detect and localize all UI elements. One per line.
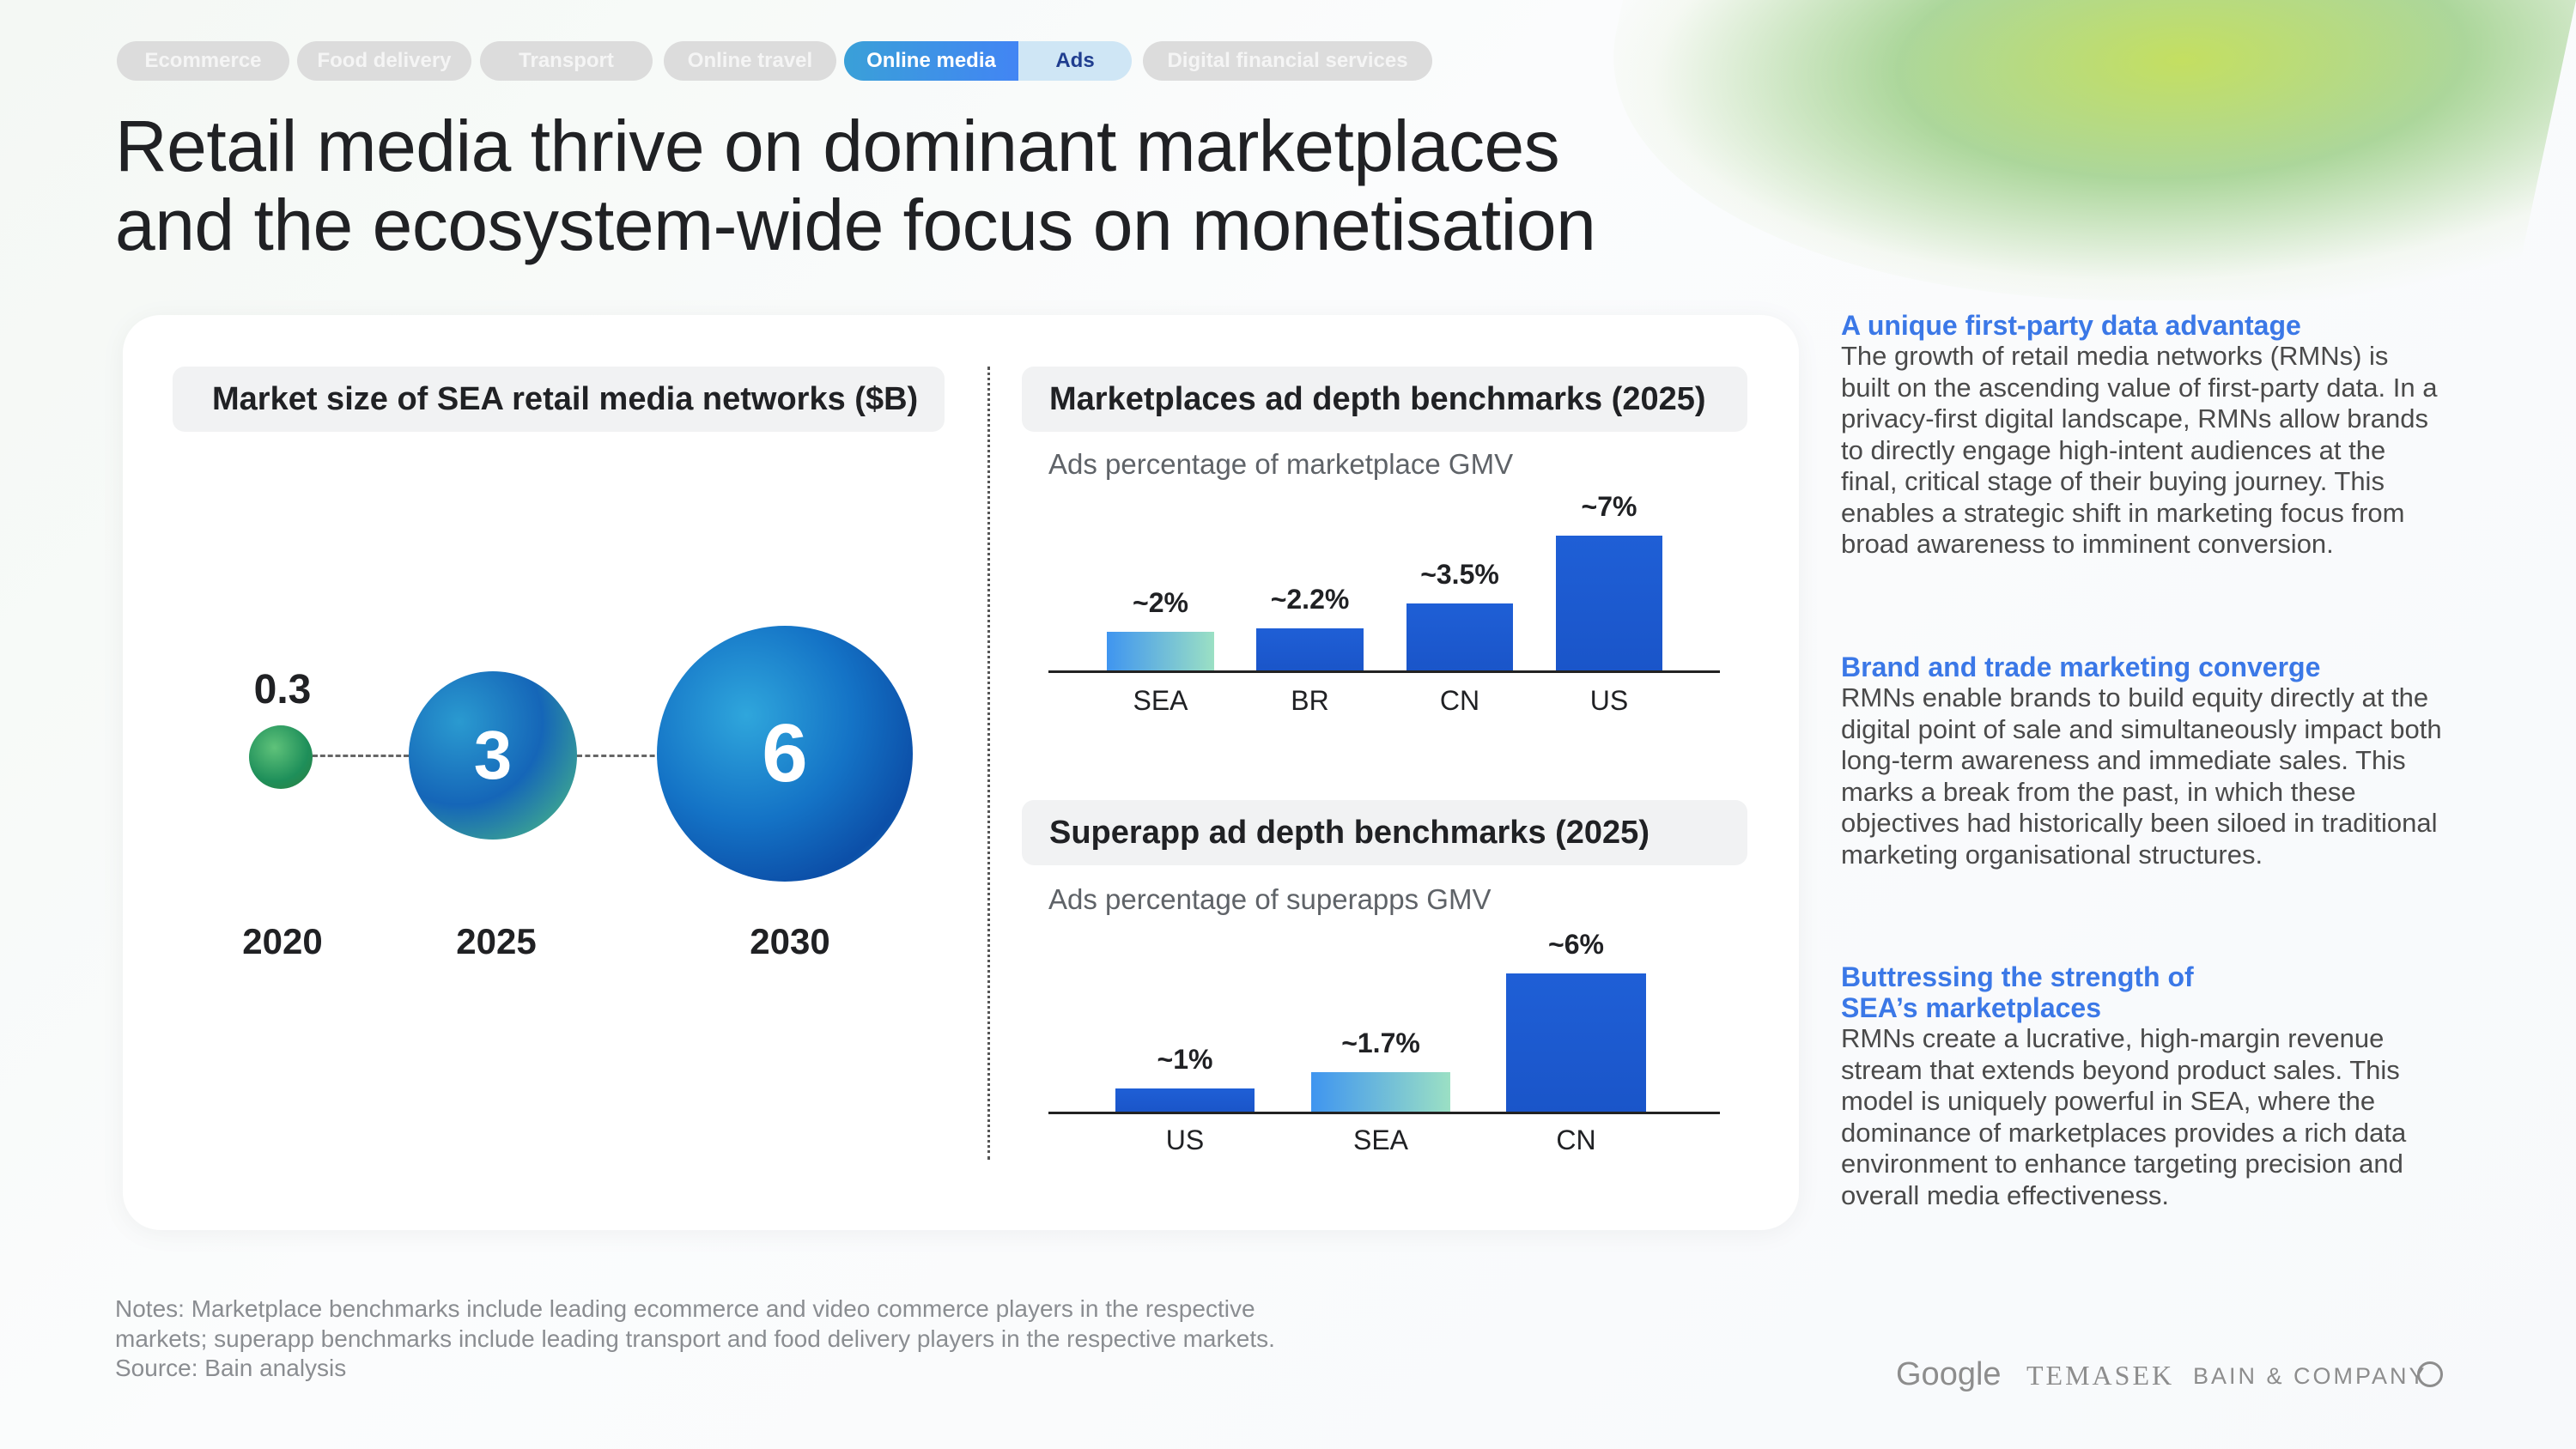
category-label: BR [1291,685,1329,716]
tab-online-media[interactable]: Online media [844,41,1018,81]
bar-sea [1107,632,1214,670]
value-label: ~2% [1133,587,1188,619]
bar-cn [1506,973,1646,1112]
notes: Notes: Marketplace benchmarks include le… [115,1294,1403,1384]
value-label: ~2.2% [1270,583,1350,615]
x-axis [1048,1112,1720,1114]
market-size-title: Market size of SEA retail media networks… [173,367,945,432]
x-axis [1048,670,1720,673]
bar-us [1556,536,1662,670]
connector-line [577,755,663,757]
bar-sea [1311,1072,1450,1112]
bubble-2020 [249,725,313,789]
bubble-2030: 6 [657,626,913,882]
divider [987,367,990,1160]
section-buttressing: Buttressing the strength of SEA’s market… [1841,961,2425,1211]
category-label: CN [1556,1125,1596,1155]
tab-food-delivery[interactable]: Food delivery [297,41,471,81]
temasek-logo: TEMASEK [2026,1360,2175,1391]
section-heading: Buttressing the strength of SEA’s market… [1841,961,2194,1023]
google-logo: Google [1896,1356,2002,1392]
bar-cn [1406,603,1513,670]
value-label: ~3.5% [1420,558,1499,590]
value-2020: 0.3 [253,667,312,712]
source: Source: Bain analysis [115,1355,347,1381]
value-label: ~1% [1157,1044,1213,1076]
tab-online-travel[interactable]: Online travel [664,41,836,81]
section-first-party-data: A unique first-party data advantage The … [1841,310,2442,561]
category-label: SEA [1133,685,1188,716]
category-label: US [1165,1125,1205,1155]
section-brand-trade: Brand and trade marketing converge RMNs … [1841,652,2442,870]
bar-br [1256,627,1364,670]
year-2025: 2025 [456,921,537,961]
year-2030: 2030 [750,921,830,961]
section-body: RMNs create a lucrative, high-margin rev… [1841,1023,2407,1210]
notes-line-1: Notes: Marketplace benchmarks include le… [115,1295,1255,1322]
category-label: SEA [1352,1125,1409,1155]
bain-circle-icon [2417,1361,2443,1387]
superapp-chart-title: Superapp ad depth benchmarks (2025) [1022,800,1747,865]
bubble-2025: 3 [409,671,577,840]
value-2030: 6 [762,707,808,799]
section-body: The growth of retail media networks (RMN… [1841,341,2438,559]
tab-ads[interactable]: Ads [1018,41,1132,81]
section-heading: A unique first-party data advantage [1841,310,2301,341]
notes-line-2: markets; superapp benchmarks include lea… [115,1325,1275,1352]
value-2025: 3 [473,717,513,793]
marketplaces-chart-subtitle: Ads percentage of marketplace GMV [1048,448,1514,480]
decorative-ribbon [1558,0,2576,300]
value-label: ~7% [1581,491,1637,523]
section-heading: Brand and trade marketing converge [1841,652,2321,682]
category-label: US [1589,685,1629,716]
tab-digital-financial-services[interactable]: Digital financial services [1143,41,1432,81]
page-title: Retail media thrive on dominant marketpl… [115,106,1596,265]
section-body: RMNs enable brands to build equity direc… [1841,682,2442,870]
superapp-chart-subtitle: Ads percentage of superapps GMV [1048,883,1492,915]
bar-us [1115,1088,1255,1112]
bain-logo: BAIN & COMPANY [2193,1363,2427,1389]
value-label: ~1.7% [1341,1028,1420,1059]
title-line-2: and the ecosystem-wide focus on monetisa… [115,185,1596,265]
year-2020: 2020 [242,921,323,961]
tab-ecommerce[interactable]: Ecommerce [117,41,289,81]
value-label: ~6% [1548,929,1604,961]
connector-line [313,755,409,757]
marketplaces-chart-title: Marketplaces ad depth benchmarks (2025) [1022,367,1747,432]
tab-transport[interactable]: Transport [480,41,653,81]
title-line-1: Retail media thrive on dominant marketpl… [115,106,1560,186]
category-label: CN [1439,685,1480,716]
